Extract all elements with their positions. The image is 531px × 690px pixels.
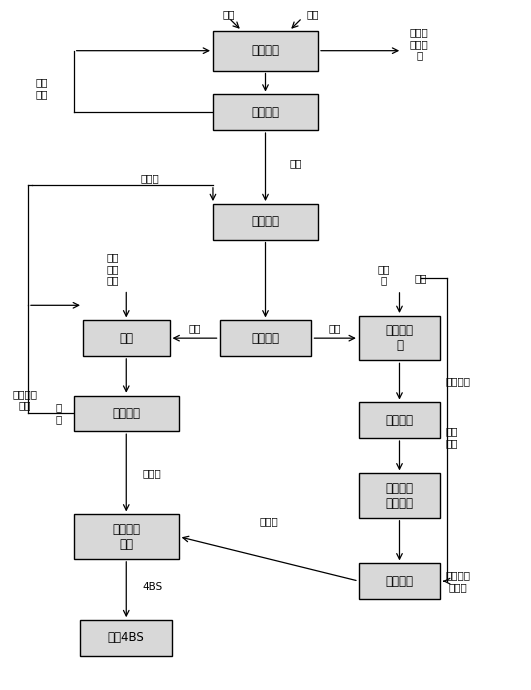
Text: 塑料等
轻质杂
质: 塑料等 轻质杂 质 [410,27,429,61]
FancyBboxPatch shape [83,320,169,356]
Text: 离心过滤: 离心过滤 [252,106,279,119]
FancyBboxPatch shape [359,402,440,438]
Text: 纯水: 纯水 [306,9,319,19]
Text: 4BS: 4BS [142,582,162,593]
FancyBboxPatch shape [219,320,312,356]
Text: 二氧化碳
回用: 二氧化碳 回用 [12,389,37,411]
Text: 水层
套用: 水层 套用 [36,77,48,99]
Text: 滤液: 滤液 [189,323,201,333]
Text: 铅膏: 铅膏 [222,9,235,19]
Text: 搞拌分层: 搞拌分层 [252,44,279,57]
Text: 离心过滤: 离心过滤 [386,414,414,427]
Text: 氨水: 氨水 [414,273,427,284]
Text: 硫酸铅溶
解: 硫酸铅溶 解 [386,324,414,352]
FancyBboxPatch shape [359,473,440,518]
Text: 硫酸
铵: 硫酸 铵 [378,264,390,286]
FancyBboxPatch shape [74,395,179,431]
FancyBboxPatch shape [213,95,318,130]
FancyBboxPatch shape [80,620,172,656]
Text: 硫酸铵滤
液套用: 硫酸铵滤 液套用 [446,571,470,592]
Text: 络合剂: 络合剂 [141,173,159,183]
Text: 硫酸铅: 硫酸铅 [260,517,278,526]
Text: 氨水
套用: 氨水 套用 [446,426,458,449]
Text: 混合分段
焙烧: 混合分段 焙烧 [112,522,140,551]
Text: 碳酸铅: 碳酸铅 [142,468,161,477]
Text: 离心过滤: 离心过滤 [252,332,279,345]
Text: 成呔4BS: 成呔4BS [108,631,144,644]
FancyBboxPatch shape [213,31,318,70]
FancyBboxPatch shape [74,515,179,559]
Text: 离心过滤: 离心过滤 [386,575,414,588]
Text: 循环套用: 循环套用 [446,377,470,386]
Text: 滤
液: 滤 液 [56,403,62,424]
FancyBboxPatch shape [359,563,440,599]
Text: 二氧
化碳
气体: 二氧 化碳 气体 [107,253,119,286]
Text: 离心过滤: 离心过滤 [112,407,140,420]
Text: 减压蒸馏
冷却结晶: 减压蒸馏 冷却结晶 [386,482,414,510]
Text: 络合溶解: 络合溶解 [252,215,279,228]
FancyBboxPatch shape [213,204,318,239]
Text: 铅膏: 铅膏 [289,159,302,168]
Text: 沉淠: 沉淠 [119,332,133,345]
FancyBboxPatch shape [359,316,440,360]
Text: 滤渣: 滤渣 [329,323,341,333]
